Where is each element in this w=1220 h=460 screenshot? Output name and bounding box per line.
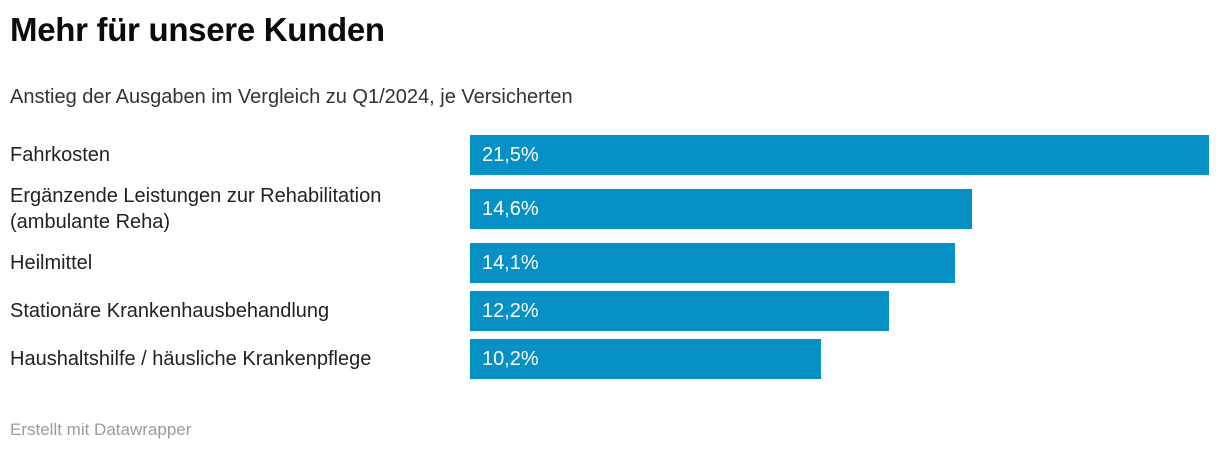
bar-value-label: 14,1% bbox=[482, 251, 539, 274]
bar-category-label: Stationäre Krankenhausbehandlung bbox=[10, 300, 330, 322]
bar-value-label: 14,6% bbox=[482, 197, 539, 220]
bar-value-label: 21,5% bbox=[482, 143, 539, 166]
bar: 21,5% bbox=[470, 135, 1209, 175]
bar-track: 10,2% bbox=[470, 339, 1209, 379]
bar-row: Fahrkosten 21,5% bbox=[10, 131, 1209, 179]
bar-category-label: Ergänzende Leistungen zur Rehabilitation… bbox=[10, 185, 382, 233]
bar-chart: Fahrkosten 21,5% Ergänzende Leistungen zur… bbox=[10, 131, 1209, 383]
chart-title: Mehr für unsere Kunden bbox=[10, 11, 385, 48]
bar: 14,1% bbox=[470, 243, 955, 283]
chart-subtitle: Anstieg der Ausgaben im Vergleich zu Q1/… bbox=[10, 86, 573, 108]
bar-track: 12,2% bbox=[470, 291, 1209, 331]
bar: 12,2% bbox=[470, 291, 890, 331]
bar-category-label: Fahrkosten bbox=[10, 144, 111, 166]
bar-row: Ergänzende Leistungen zur Rehabilitation… bbox=[10, 179, 1209, 239]
datawrapper-attribution-link[interactable]: Erstellt mit Datawrapper bbox=[10, 420, 192, 439]
bar-row: Heilmittel 14,1% bbox=[10, 239, 1209, 287]
bar-category-label: Haushaltshilfe / häusliche Krankenpflege bbox=[10, 348, 372, 370]
bar-category-label: Heilmittel bbox=[10, 252, 93, 274]
bar-row: Stationäre Krankenhausbehandlung 12,2% bbox=[10, 287, 1209, 335]
bar-track: 14,1% bbox=[470, 243, 1209, 283]
bar: 14,6% bbox=[470, 189, 972, 229]
bar-row: Haushaltshilfe / häusliche Krankenpflege… bbox=[10, 335, 1209, 383]
bar-value-label: 10,2% bbox=[482, 347, 539, 370]
bar: 10,2% bbox=[470, 339, 821, 379]
bar-track: 14,6% bbox=[470, 189, 1209, 229]
bar-track: 21,5% bbox=[470, 135, 1209, 175]
bar-value-label: 12,2% bbox=[482, 299, 539, 322]
